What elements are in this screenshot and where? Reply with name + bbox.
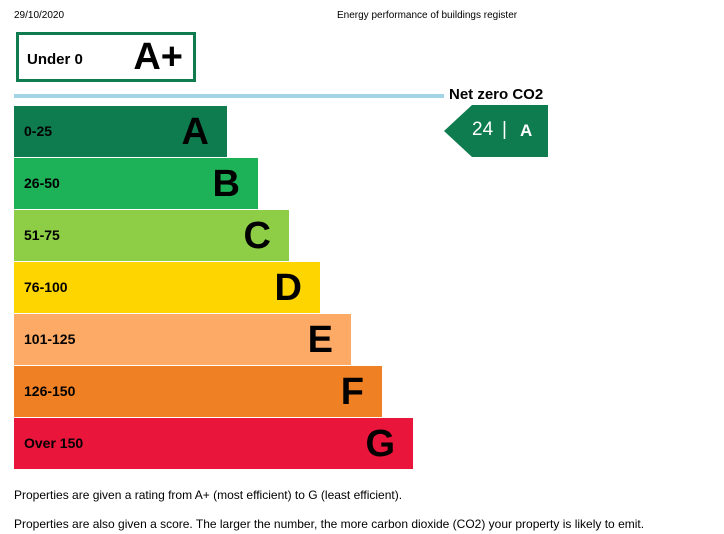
band-f: 126-150 F bbox=[14, 366, 382, 417]
band-g-range: Over 150 bbox=[24, 435, 84, 451]
band-f-letter: F bbox=[340, 371, 364, 413]
score-note: Properties are also given a score. The l… bbox=[14, 517, 645, 531]
rating-note: Properties are given a rating from A+ (m… bbox=[14, 488, 403, 502]
band-e-range: 101-125 bbox=[24, 331, 76, 347]
band-g: Over 150 G bbox=[14, 418, 413, 469]
band-a-plus-letter: A+ bbox=[133, 36, 183, 78]
header-date: 29/10/2020 bbox=[14, 10, 65, 21]
current-rating-arrow: 24 | A bbox=[444, 105, 548, 157]
band-b: 26-50 B bbox=[14, 158, 258, 209]
band-c: 51-75 C bbox=[14, 210, 289, 261]
band-a-plus-range: Under 0 bbox=[27, 51, 83, 68]
header-title: Energy performance of buildings register bbox=[337, 10, 518, 21]
band-c-range: 51-75 bbox=[24, 227, 60, 243]
net-zero-label: Net zero CO2 bbox=[449, 86, 544, 103]
band-d-letter: D bbox=[274, 267, 302, 309]
band-f-range: 126-150 bbox=[24, 383, 76, 399]
band-a-range: 0-25 bbox=[24, 123, 53, 139]
band-e-letter: E bbox=[307, 319, 333, 361]
net-zero-line bbox=[14, 94, 444, 98]
band-b-letter: B bbox=[212, 163, 240, 205]
band-a-letter: A bbox=[181, 111, 209, 153]
band-g-letter: G bbox=[365, 423, 395, 465]
band-a: 0-25 A bbox=[14, 106, 227, 157]
current-rating-letter: A bbox=[520, 121, 533, 140]
current-score: 24 bbox=[472, 119, 494, 140]
score-separator: | bbox=[502, 119, 507, 140]
band-a-plus: Under 0 A+ bbox=[16, 32, 196, 82]
band-e: 101-125 E bbox=[14, 314, 351, 365]
band-d: 76-100 D bbox=[14, 262, 320, 313]
band-c-letter: C bbox=[243, 215, 271, 257]
band-d-range: 76-100 bbox=[24, 279, 68, 295]
band-b-range: 26-50 bbox=[24, 175, 60, 191]
